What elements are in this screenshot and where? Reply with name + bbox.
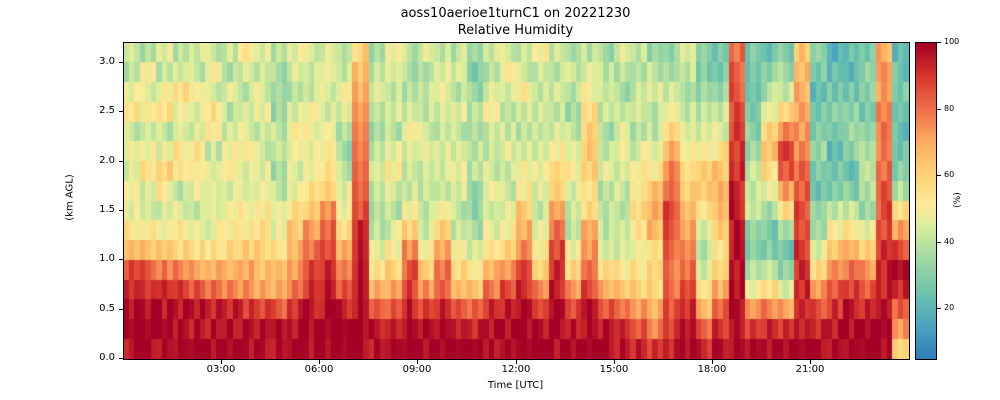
y-tick-mark [119, 111, 123, 112]
x-tick-label: 15:00 [599, 364, 629, 375]
x-tick-mark [221, 360, 222, 364]
y-tick-mark [119, 210, 123, 211]
x-tick-mark [712, 360, 713, 364]
y-tick-label: 0.5 [99, 303, 115, 314]
y-tick-label: 2.5 [99, 105, 115, 116]
colorbar-tick-mark [937, 109, 941, 110]
y-tick-label: 3.0 [99, 56, 115, 67]
x-tick-mark [319, 360, 320, 364]
x-tick-label: 12:00 [501, 364, 531, 375]
colorbar-tick-label: 20 [944, 303, 955, 312]
plot-area [123, 42, 910, 360]
x-tick-label: 21:00 [795, 364, 825, 375]
y-tick-mark [119, 62, 123, 63]
y-tick-label: 1.0 [99, 253, 115, 264]
colorbar-tick-mark [937, 242, 941, 243]
y-tick-label: 0.0 [99, 352, 115, 363]
y-tick-label: 1.5 [99, 204, 115, 215]
x-tick-label: 03:00 [206, 364, 236, 375]
chart-subtitle: Relative Humidity [457, 23, 574, 38]
x-tick-label: 06:00 [304, 364, 334, 375]
colorbar-canvas [916, 43, 936, 359]
x-tick-mark [516, 360, 517, 364]
colorbar-tick-mark [937, 308, 941, 309]
x-tick-mark [614, 360, 615, 364]
chart-title: aoss10aerioe1turnC1 on 20221230 [400, 6, 631, 21]
x-axis-label: Time [UTC] [487, 380, 544, 391]
x-tick-mark [417, 360, 418, 364]
y-tick-mark [119, 358, 123, 359]
colorbar-tick-label: 60 [944, 170, 955, 179]
colorbar [915, 42, 937, 360]
colorbar-tick-label: 80 [944, 104, 955, 113]
x-tick-label: 09:00 [402, 364, 432, 375]
colorbar-tick-mark [937, 42, 941, 43]
colorbar-label: (%) [953, 192, 963, 208]
y-tick-mark [119, 259, 123, 260]
colorbar-tick-label: 100 [944, 37, 960, 46]
y-tick-mark [119, 161, 123, 162]
colorbar-tick-mark [937, 175, 941, 176]
y-tick-mark [119, 309, 123, 310]
x-tick-label: 18:00 [697, 364, 727, 375]
x-tick-mark [810, 360, 811, 364]
colorbar-tick-label: 40 [944, 237, 955, 246]
y-tick-label: 2.0 [99, 155, 115, 166]
heatmap-canvas [124, 43, 909, 359]
